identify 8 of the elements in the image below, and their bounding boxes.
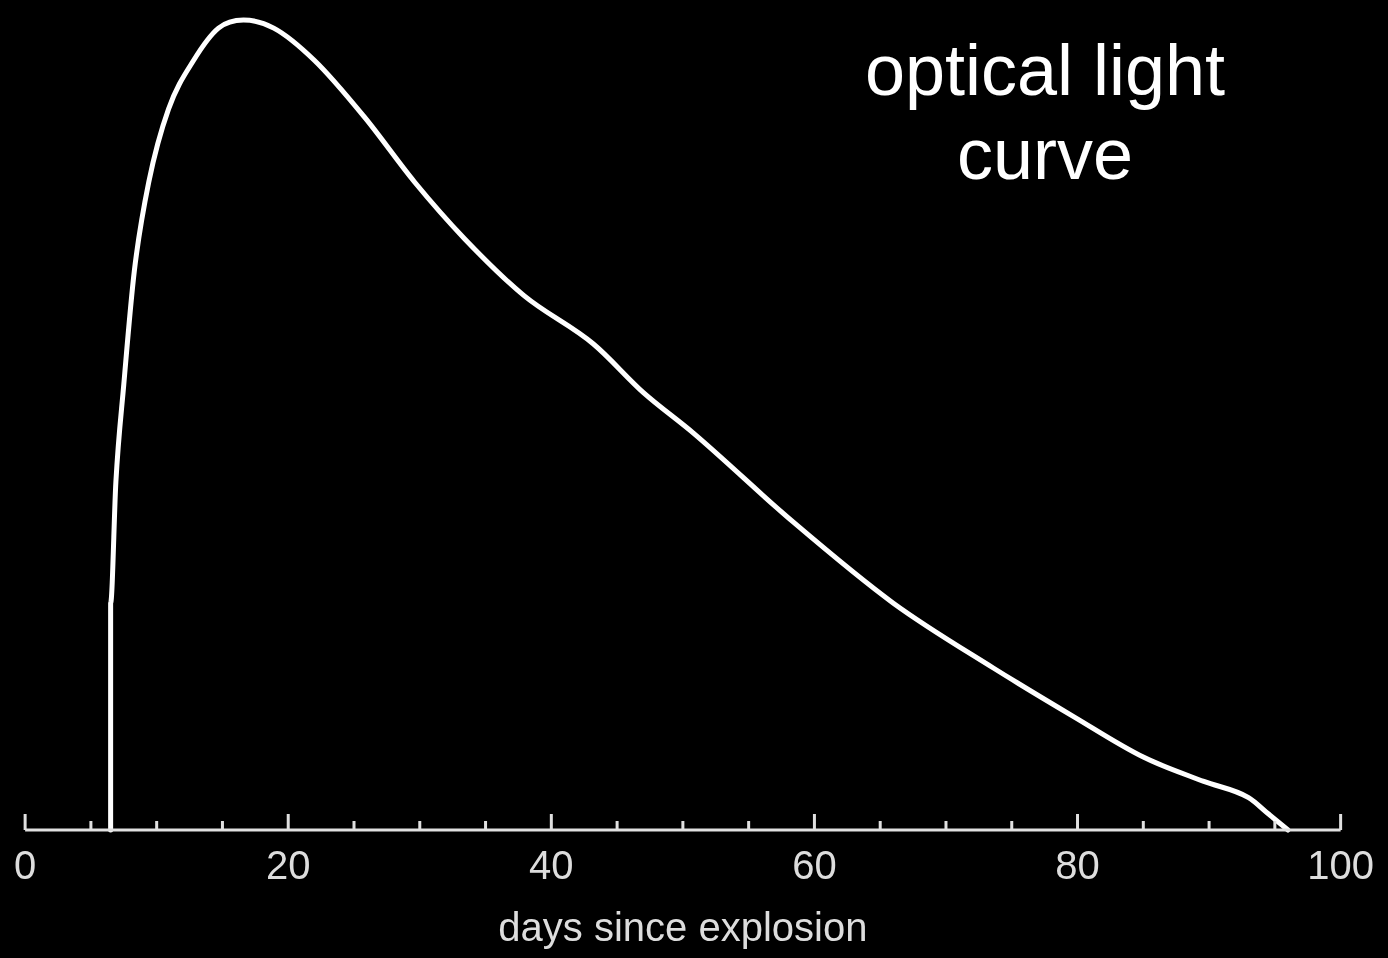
- annotation: optical light curve: [863, 29, 1227, 196]
- x-tick-label: 60: [792, 843, 837, 888]
- x-tick-label: 0: [14, 843, 37, 888]
- x-axis-title: days since explosion: [498, 905, 868, 950]
- x-tick-label: 20: [265, 843, 311, 888]
- x-tick-label: 100: [1307, 843, 1375, 888]
- x-tick-label: 80: [1055, 843, 1100, 888]
- x-tick-label: 40: [529, 843, 574, 888]
